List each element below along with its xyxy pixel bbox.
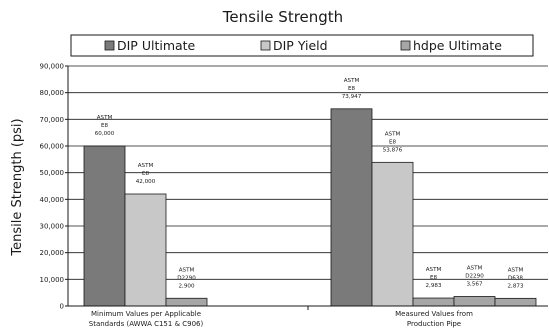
data-labels: ASTM E8 60,000 ASTM E8 42,000 ASTM D2290 2,900 AS… [95,78,524,290]
bar [165,297,208,307]
bar [453,296,496,307]
data-label: ASTM E8 73,947 [342,78,362,100]
legend-swatch [104,40,115,51]
chart-title: Tensile Strength [222,8,343,26]
legend-label: DIP Yield [273,38,328,53]
bar [412,297,455,307]
bar [494,297,537,307]
category-label: Minimum Values per Applicable Standards (… [89,310,204,328]
y-tick-labels: 0 10,000 20,000 30,000 40,000 50,000 60,000 70,… [40,63,65,311]
data-label: ASTM E8 42,000 [136,163,156,185]
bar [371,161,414,307]
data-label: ASTM E8 53,876 [383,131,403,153]
category-label: Measured Values from Production Pipe [395,310,473,328]
y-tick-label: 60,000 [40,143,65,151]
legend-swatch [400,40,411,51]
legend-items: DIP Ultimate DIP Yield hdpe Ultimate [104,38,502,53]
bar [124,193,167,307]
y-tick-label: 0 [60,303,64,311]
category-labels: Minimum Values per Applicable Standards (… [89,310,473,328]
legend: DIP Ultimate DIP Yield hdpe Ultimate [70,34,534,57]
y-tick-label: 30,000 [40,223,65,231]
data-label: ASTM E8 60,000 [95,115,115,137]
data-label: ASTM D2290 3,567 [465,265,484,287]
data-label: ASTM D638 2,873 [507,267,523,289]
data-label: ASTM E8 2,983 [425,267,441,289]
bar [330,108,373,307]
axes [65,65,548,310]
y-tick-label: 20,000 [40,249,65,257]
legend-label: hdpe Ultimate [413,38,502,53]
legend-label: DIP Ultimate [117,38,196,53]
y-tick-label: 50,000 [40,169,65,177]
data-label: ASTM D2290 2,900 [177,267,196,289]
bar [83,145,126,307]
y-tick-label: 10,000 [40,276,65,284]
legend-swatch [260,40,271,51]
y-axis-label: Tensile Strength (psi) [10,118,25,256]
y-tick-label: 40,000 [40,196,65,204]
bars [83,108,537,307]
y-tick-label: 90,000 [40,63,65,71]
y-tick-label: 70,000 [40,116,65,124]
legend-box [70,34,534,57]
y-tick-label: 80,000 [40,89,65,97]
